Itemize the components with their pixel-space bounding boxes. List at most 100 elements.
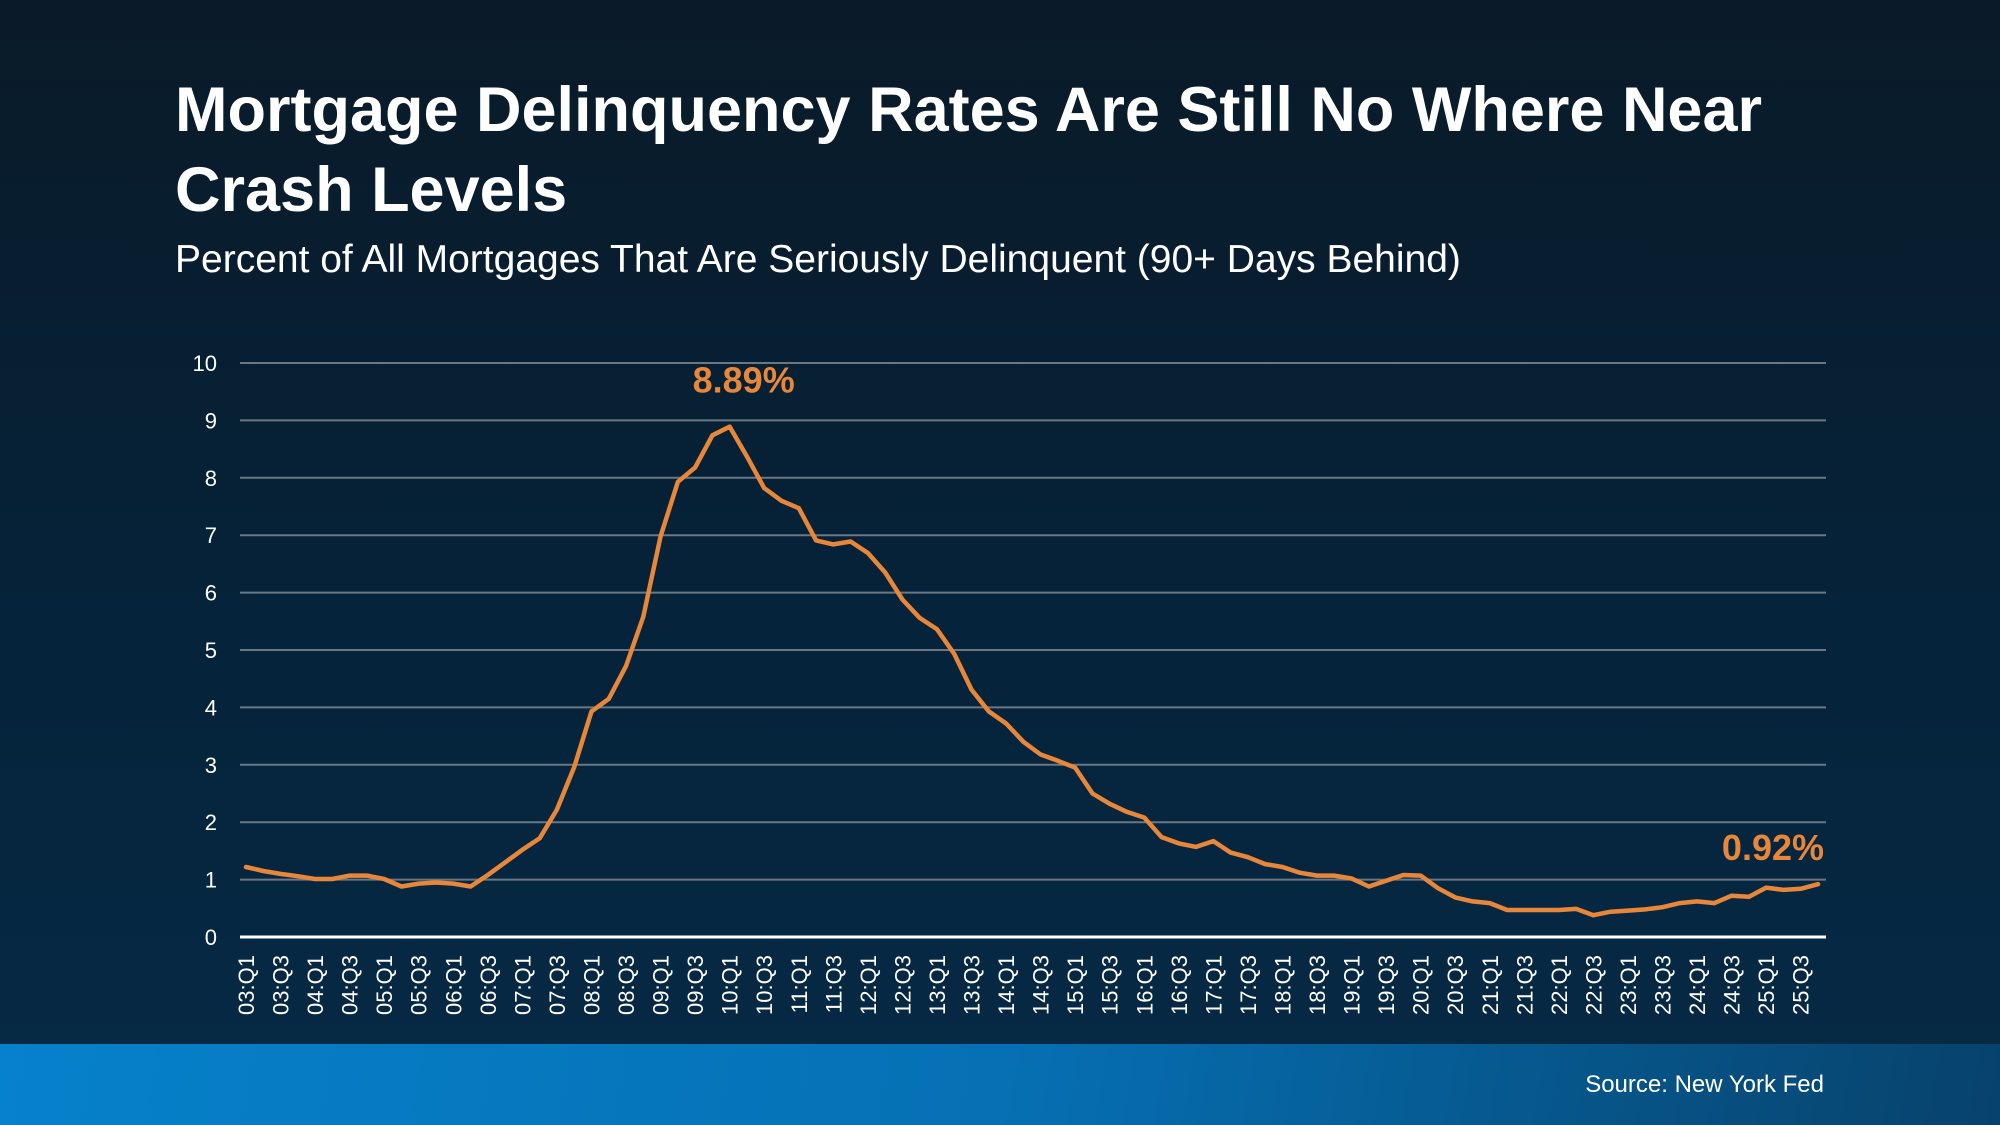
x-tick-label: 24:Q1 bbox=[1685, 955, 1710, 1015]
data-point bbox=[1729, 893, 1734, 898]
data-point bbox=[1073, 765, 1078, 770]
data-point bbox=[1194, 844, 1199, 849]
data-point bbox=[883, 570, 888, 575]
data-point bbox=[244, 864, 248, 869]
data-point bbox=[416, 881, 421, 886]
data-point bbox=[1695, 899, 1700, 904]
data-point bbox=[1401, 873, 1406, 878]
page-title: Mortgage Delinquency Rates Are Still No … bbox=[175, 75, 1763, 225]
data-point bbox=[900, 597, 905, 602]
x-tick-label: 08:Q1 bbox=[579, 955, 604, 1015]
y-tick-label: 0 bbox=[205, 925, 217, 950]
data-point bbox=[554, 807, 559, 812]
data-point bbox=[1297, 870, 1302, 875]
x-tick-label: 22:Q1 bbox=[1547, 955, 1572, 1015]
data-point bbox=[1159, 835, 1164, 840]
data-point bbox=[831, 542, 836, 547]
data-point bbox=[1315, 873, 1320, 878]
data-point bbox=[1643, 907, 1648, 912]
data-point bbox=[848, 539, 853, 544]
data-label: 0.92% bbox=[1722, 827, 1824, 868]
data-point bbox=[814, 538, 819, 543]
x-tick-label: 22:Q3 bbox=[1581, 955, 1606, 1015]
x-tick-label: 06:Q1 bbox=[441, 955, 466, 1015]
y-tick-label: 2 bbox=[205, 810, 217, 835]
x-tick-label: 09:Q1 bbox=[649, 955, 674, 1015]
data-point bbox=[434, 880, 439, 885]
x-tick-label: 25:Q1 bbox=[1754, 955, 1779, 1015]
x-tick-label: 06:Q3 bbox=[476, 955, 501, 1015]
data-point bbox=[1608, 909, 1613, 914]
data-point bbox=[1090, 791, 1095, 796]
data-point bbox=[606, 696, 611, 701]
x-tick-label: 08:Q3 bbox=[614, 955, 639, 1015]
x-tick-label: 18:Q1 bbox=[1270, 955, 1295, 1015]
data-point bbox=[364, 873, 369, 878]
x-tick-label: 12:Q1 bbox=[856, 955, 881, 1015]
data-point bbox=[1816, 882, 1820, 887]
x-tick-label: 07:Q1 bbox=[510, 955, 535, 1015]
data-point bbox=[1574, 906, 1579, 911]
data-point bbox=[537, 836, 542, 841]
line-chart: 0 1 2 3 4 5 6 7 8 9 10 03:Q1 03:Q3 04:Q1 04:Q3 05:Q1 05:… bbox=[193, 351, 1826, 1015]
data-point bbox=[1522, 908, 1527, 913]
x-tick-label: 12:Q3 bbox=[890, 955, 915, 1015]
data-point bbox=[1211, 839, 1216, 844]
data-point bbox=[1263, 862, 1268, 867]
data-point bbox=[1004, 721, 1009, 726]
data-point bbox=[1764, 885, 1769, 890]
x-tick-label: 05:Q1 bbox=[372, 955, 397, 1015]
x-tick-label: 16:Q3 bbox=[1167, 955, 1192, 1015]
data-point bbox=[796, 506, 801, 511]
y-tick-label: 8 bbox=[205, 466, 217, 491]
data-point bbox=[1470, 899, 1475, 904]
data-point bbox=[589, 709, 594, 714]
x-tick-label: 15:Q1 bbox=[1063, 955, 1088, 1015]
data-point bbox=[969, 687, 974, 692]
data-point bbox=[1625, 908, 1630, 913]
data-point bbox=[693, 465, 698, 470]
series-line-delinquency-rate bbox=[243, 424, 1821, 918]
data-point bbox=[451, 881, 456, 886]
data-point bbox=[675, 479, 680, 484]
data-point bbox=[1384, 878, 1389, 883]
x-tick-label: 17:Q1 bbox=[1201, 955, 1226, 1015]
y-tick-label: 7 bbox=[205, 523, 217, 548]
y-tick-label: 3 bbox=[205, 753, 217, 778]
data-point bbox=[934, 627, 939, 632]
y-tick-label: 5 bbox=[205, 638, 217, 663]
data-point bbox=[295, 874, 300, 879]
x-tick-label: 20:Q3 bbox=[1443, 955, 1468, 1015]
data-point bbox=[1021, 739, 1026, 744]
y-tick-label: 10 bbox=[193, 351, 217, 376]
x-tick-label: 10:Q1 bbox=[718, 955, 743, 1015]
x-tick-label: 07:Q3 bbox=[545, 955, 570, 1015]
x-tick-label: 11:Q3 bbox=[821, 955, 846, 1013]
data-point bbox=[1487, 901, 1492, 906]
x-tick-label: 21:Q1 bbox=[1478, 955, 1503, 1015]
data-point bbox=[1418, 873, 1423, 878]
x-tick-label: 25:Q3 bbox=[1789, 955, 1814, 1015]
x-tick-label: 18:Q3 bbox=[1305, 955, 1330, 1015]
data-point bbox=[1781, 887, 1786, 892]
data-point bbox=[658, 534, 663, 539]
data-point bbox=[865, 550, 870, 555]
data-point bbox=[952, 652, 957, 657]
x-tick-label: 23:Q3 bbox=[1651, 955, 1676, 1015]
data-point bbox=[1176, 841, 1181, 846]
x-tick-label: 03:Q3 bbox=[269, 955, 294, 1015]
data-point bbox=[779, 498, 784, 503]
y-tick-label: 1 bbox=[205, 868, 217, 893]
x-tick-label: 20:Q1 bbox=[1409, 955, 1434, 1015]
x-tick-label: 17:Q3 bbox=[1236, 955, 1261, 1015]
x-tick-label: 04:Q1 bbox=[303, 955, 328, 1015]
data-point bbox=[1660, 905, 1665, 910]
x-tick-label: 11:Q1 bbox=[787, 955, 812, 1013]
data-point bbox=[1556, 908, 1561, 913]
x-tick-label: 23:Q1 bbox=[1616, 955, 1641, 1015]
data-point bbox=[1539, 908, 1544, 913]
x-tick-label: 04:Q3 bbox=[338, 955, 363, 1015]
data-point bbox=[399, 884, 404, 889]
data-point bbox=[313, 877, 318, 882]
data-point bbox=[1677, 901, 1682, 906]
